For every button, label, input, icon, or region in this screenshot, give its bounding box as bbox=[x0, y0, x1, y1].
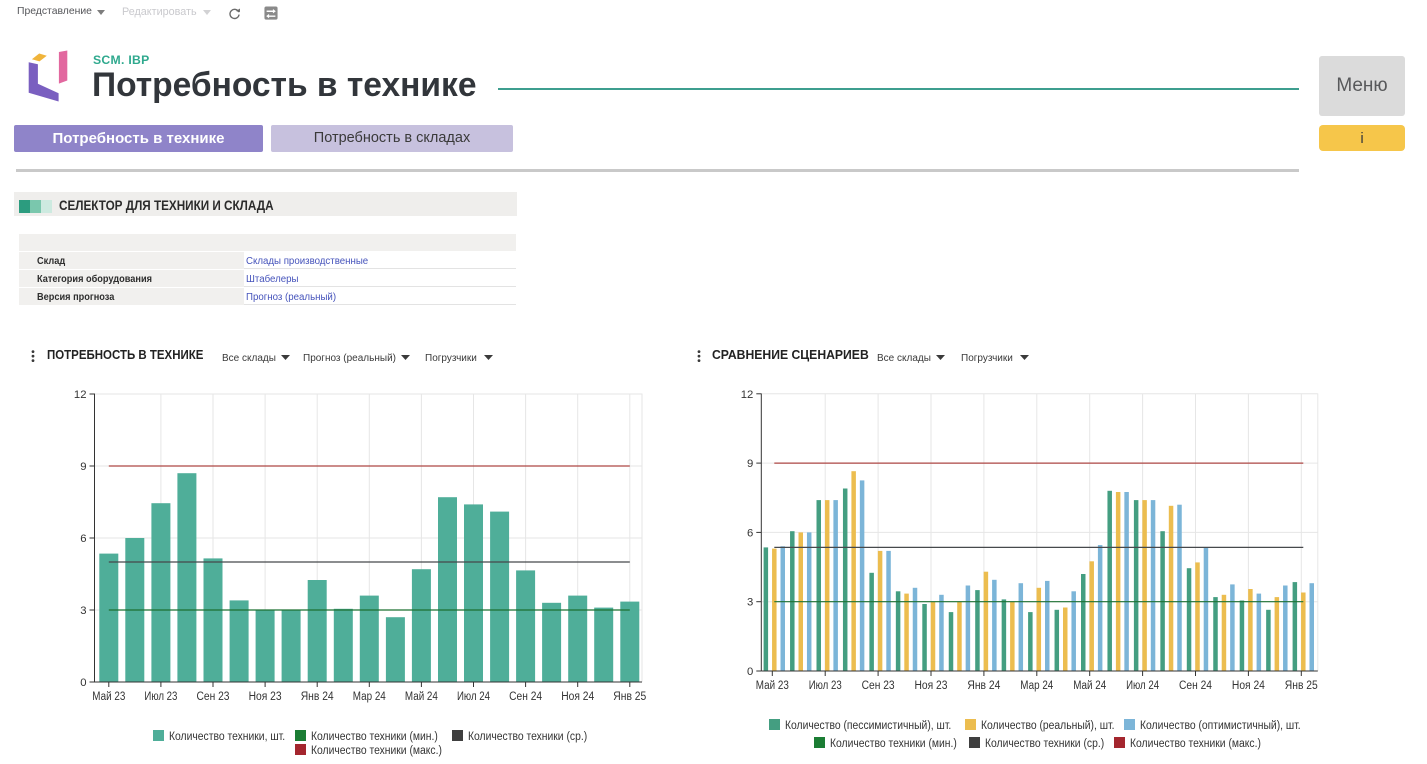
svg-text:Май 23: Май 23 bbox=[756, 680, 789, 692]
svg-text:Янв 24: Янв 24 bbox=[967, 680, 1001, 692]
svg-text:Ноя 24: Ноя 24 bbox=[561, 691, 595, 703]
svg-text:Сен 23: Сен 23 bbox=[197, 691, 230, 703]
svg-text:12: 12 bbox=[74, 389, 87, 401]
svg-text:Ноя 24: Ноя 24 bbox=[1232, 680, 1266, 692]
svg-text:12: 12 bbox=[741, 389, 754, 401]
svg-text:3: 3 bbox=[747, 597, 753, 609]
svg-text:Май 24: Май 24 bbox=[1073, 680, 1107, 692]
svg-text:Июл 23: Июл 23 bbox=[809, 680, 842, 692]
svg-text:Сен 24: Сен 24 bbox=[509, 691, 543, 703]
svg-text:Янв 25: Янв 25 bbox=[1285, 680, 1318, 692]
svg-text:0: 0 bbox=[747, 666, 753, 678]
svg-text:Ноя 23: Ноя 23 bbox=[915, 680, 948, 692]
svg-text:9: 9 bbox=[747, 458, 753, 470]
svg-text:Май 23: Май 23 bbox=[92, 691, 125, 703]
svg-text:9: 9 bbox=[80, 461, 86, 473]
svg-text:3: 3 bbox=[80, 605, 86, 617]
svg-text:0: 0 bbox=[80, 677, 86, 689]
svg-text:Мар 24: Мар 24 bbox=[1020, 680, 1054, 692]
svg-text:Июл 24: Июл 24 bbox=[1126, 680, 1159, 692]
svg-text:Ноя 23: Ноя 23 bbox=[249, 691, 282, 703]
svg-text:Янв 25: Янв 25 bbox=[613, 691, 646, 703]
svg-text:Мар 24: Мар 24 bbox=[353, 691, 387, 703]
svg-text:Сен 23: Сен 23 bbox=[862, 680, 895, 692]
svg-text:Июл 23: Июл 23 bbox=[144, 691, 177, 703]
svg-text:Май 24: Май 24 bbox=[405, 691, 439, 703]
svg-text:Янв 24: Янв 24 bbox=[301, 691, 335, 703]
svg-text:Сен 24: Сен 24 bbox=[1179, 680, 1213, 692]
svg-text:6: 6 bbox=[80, 533, 86, 545]
svg-text:Июл 24: Июл 24 bbox=[457, 691, 490, 703]
svg-text:6: 6 bbox=[747, 527, 753, 539]
